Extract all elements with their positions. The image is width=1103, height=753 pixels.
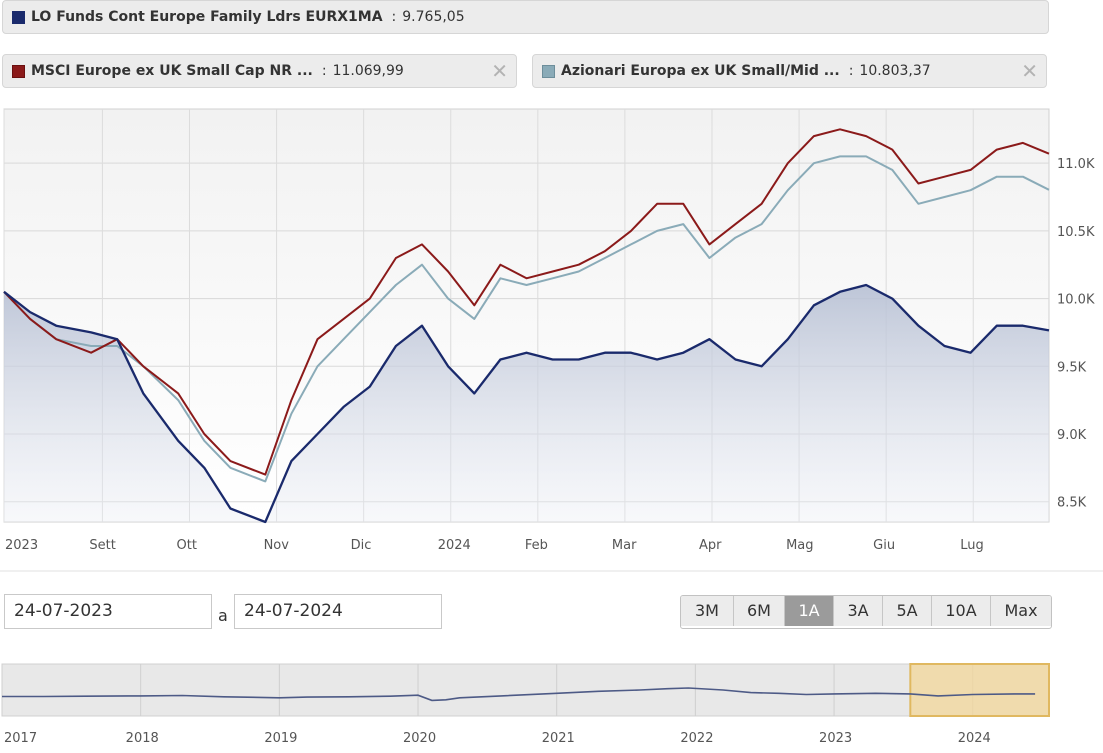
x-tick-label: Mag	[786, 538, 813, 553]
x-tick-label: Ott	[176, 538, 196, 553]
range-button-10a[interactable]: 10A	[932, 596, 991, 626]
range-button-3m[interactable]: 3M	[681, 596, 734, 626]
x-tick-label: Mar	[612, 538, 637, 553]
fund-name: LO Funds Cont Europe Family Ldrs EURX1MA	[31, 9, 383, 25]
date-range-separator: a	[218, 606, 228, 625]
main-y-axis: 8.5K 9.0K 9.5K 10.0K 10.5K 11.0K	[1057, 157, 1095, 511]
x-tick-label: Nov	[264, 538, 290, 553]
category-color-swatch	[542, 64, 555, 78]
y-tick-label: 9.0K	[1057, 428, 1087, 443]
series-line-0	[3, 283, 1050, 524]
legend-category: Azionari Europa ex UK Small/Mid ... : 10…	[532, 54, 1047, 88]
navigator-line	[2, 687, 1036, 702]
navigator-background	[1, 663, 1050, 717]
category-name: Azionari Europa ex UK Small/Mid ...	[561, 63, 840, 79]
date-to-input[interactable]: 24-07-2024	[234, 594, 442, 629]
benchmark-name: MSCI Europe ex UK Small Cap NR ...	[31, 63, 313, 79]
main-series-lines	[3, 128, 1050, 524]
remove-category-close-icon[interactable]: ✕	[1021, 59, 1038, 83]
fund-area-fill	[4, 285, 1049, 522]
nav-x-tick-label: 2020	[403, 731, 436, 746]
x-tick-label: Sett	[89, 538, 115, 553]
nav-x-tick-label: 2024	[958, 731, 991, 746]
category-separator: :	[848, 63, 854, 79]
navigator-x-axis: 2017 2018 2019 2020 2021 2022 2023 2024	[4, 731, 991, 746]
legend-fund: LO Funds Cont Europe Family Ldrs EURX1MA…	[2, 0, 1049, 34]
y-tick-label: 10.5K	[1057, 225, 1095, 240]
benchmark-color-swatch	[12, 64, 25, 78]
x-tick-label: Apr	[699, 538, 722, 553]
x-tick-label: Giu	[873, 538, 895, 553]
date-from-input[interactable]: 24-07-2023	[4, 594, 212, 629]
nav-x-tick-label: 2019	[264, 731, 297, 746]
x-tick-label: 2023	[5, 538, 38, 553]
series-line-1	[3, 128, 1050, 476]
series-line-2	[3, 155, 1050, 483]
range-button-5a[interactable]: 5A	[883, 596, 932, 626]
benchmark-value: 11.069,99	[332, 63, 404, 79]
remove-benchmark-close-icon[interactable]: ✕	[491, 59, 508, 83]
y-tick-label: 11.0K	[1057, 157, 1095, 172]
legend-benchmark: MSCI Europe ex UK Small Cap NR ... : 11.…	[2, 54, 517, 88]
nav-x-tick-label: 2021	[542, 731, 575, 746]
range-button-6m[interactable]: 6M	[734, 596, 785, 626]
x-tick-label: Feb	[525, 538, 548, 553]
fund-separator: :	[391, 9, 397, 25]
main-x-axis: 2023 Sett Ott Nov Dic 2024 Feb Mar Apr Mag Giu Lug	[5, 538, 984, 553]
navigator-selection[interactable]	[909, 663, 1051, 717]
nav-x-tick-label: 2023	[819, 731, 852, 746]
x-tick-label: 2024	[438, 538, 471, 553]
x-tick-label: Dic	[351, 538, 372, 553]
range-button-group: 3M 6M 1A 3A 5A 10A Max	[680, 595, 1052, 629]
benchmark-separator: :	[321, 63, 327, 79]
range-button-1a[interactable]: 1A	[785, 596, 834, 626]
fund-value: 9.765,05	[402, 9, 465, 25]
fund-color-swatch	[12, 10, 25, 24]
y-tick-label: 9.5K	[1057, 360, 1087, 375]
y-tick-label: 10.0K	[1057, 293, 1095, 308]
nav-x-tick-label: 2022	[680, 731, 713, 746]
x-tick-label: Lug	[960, 538, 984, 553]
nav-x-tick-label: 2017	[4, 731, 37, 746]
range-button-max[interactable]: Max	[991, 596, 1051, 626]
y-tick-label: 8.5K	[1057, 496, 1087, 511]
nav-x-tick-label: 2018	[126, 731, 159, 746]
range-button-3a[interactable]: 3A	[834, 596, 883, 626]
category-value: 10.803,37	[859, 63, 931, 79]
